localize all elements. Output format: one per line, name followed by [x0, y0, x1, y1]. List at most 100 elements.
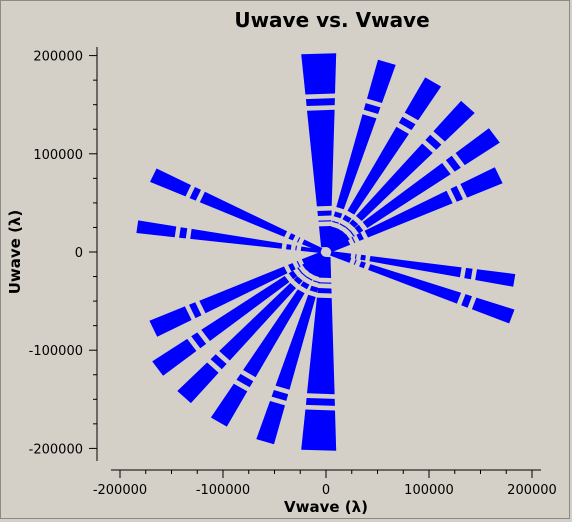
uv-spoke-segment	[332, 220, 339, 224]
uv-spoke-segment	[318, 220, 332, 222]
uv-spoke-segment	[398, 116, 416, 131]
x-tick-label: -200000	[93, 483, 147, 498]
x-tick-label: 100000	[404, 483, 454, 498]
y-tick-label: 200000	[33, 50, 83, 65]
uv-spoke-segment	[433, 100, 475, 142]
uv-spoke-segment	[243, 289, 305, 378]
y-ticks: 200000 100000 0 -100000 -200000	[29, 50, 97, 457]
uv-spoke-segment	[256, 401, 285, 445]
x-tick-label: -100000	[196, 483, 250, 498]
uv-spoke-segment	[445, 155, 461, 172]
uv-spoke-segment	[136, 220, 177, 238]
uv-spoke-segment	[190, 228, 283, 249]
uv-points	[136, 53, 516, 451]
uv-spoke-segment	[356, 143, 433, 221]
uv-spoke-segment	[425, 134, 442, 150]
uv-spoke-segment	[305, 98, 335, 106]
uv-spoke-segment	[189, 187, 201, 201]
uv-spoke-segment	[301, 251, 323, 265]
uv-spoke-segment	[296, 237, 301, 243]
y-axis-label: Uwave (λ)	[6, 210, 24, 295]
uv-spoke-segment	[293, 276, 303, 285]
uv-spoke-segment	[275, 294, 316, 390]
uv-spoke-segment	[359, 261, 366, 269]
uv-spoke-segment	[349, 230, 355, 237]
uv-spoke-segment	[318, 282, 332, 284]
uv-spoke-segment	[330, 251, 352, 258]
uv-spoke-segment	[354, 254, 357, 259]
uv-spoke-segment	[271, 390, 289, 401]
uv-spoke-segment	[309, 285, 319, 293]
uv-spoke-segment	[219, 283, 296, 361]
uv-spoke-segment	[150, 168, 191, 197]
uv-spoke-segment	[364, 190, 453, 238]
uv-spoke-segment	[236, 373, 254, 388]
uv-spoke-segment	[149, 306, 192, 337]
uv-spoke-segment	[317, 288, 332, 294]
x-tick-label: 0	[322, 483, 330, 498]
uv-spoke-segment	[330, 251, 352, 263]
uv-spoke-segment	[307, 109, 335, 207]
x-tick-label: 200000	[507, 483, 557, 498]
uv-spoke-segment	[464, 267, 473, 280]
uv-spoke-segment	[288, 270, 298, 280]
uv-spoke-segment	[329, 239, 351, 253]
uv-spoke-segment	[347, 126, 409, 215]
uv-spoke-segment	[210, 383, 248, 427]
x-ticks: -200000 -100000 0 100000 200000	[93, 470, 557, 498]
uv-spoke-segment	[191, 332, 207, 349]
uv-spoke-segment	[300, 272, 307, 278]
y-tick-label: 100000	[33, 148, 83, 163]
uv-spoke-segment	[307, 297, 335, 395]
uv-spoke-segment	[295, 245, 297, 251]
uv-spoke-segment	[475, 269, 516, 287]
uv-spoke-segment	[360, 254, 366, 261]
uv-spoke-segment	[313, 280, 320, 284]
uv-spoke-segment	[339, 223, 346, 228]
uv-spoke-segment	[296, 261, 301, 268]
uv-spoke-segment	[369, 256, 462, 278]
uv-spoke-segment	[301, 409, 337, 451]
uv-spoke-segment	[450, 185, 463, 202]
x-axis-label: Vwave (λ)	[284, 498, 368, 516]
uv-spoke-segment	[336, 114, 377, 210]
uv-spoke-segment	[179, 227, 188, 239]
uv-spoke-segment	[404, 77, 442, 121]
uv-spoke-segment	[368, 264, 462, 304]
uv-spoke-segment	[354, 224, 364, 234]
uv-spoke-segment	[345, 226, 352, 232]
uv-spoke-segment	[333, 211, 343, 219]
uv-spoke-segment	[305, 398, 335, 406]
uv-spoke-segment	[363, 103, 381, 114]
y-tick-label: 0	[75, 246, 83, 261]
uv-spoke-segment	[315, 256, 327, 278]
uv-spoke-segment	[349, 219, 359, 228]
y-tick-label: -200000	[29, 442, 83, 457]
uv-spoke-segment	[201, 276, 290, 341]
uv-spoke-segment	[302, 239, 323, 252]
uv-spoke-segment	[317, 210, 332, 216]
uv-spoke-segment	[460, 167, 503, 198]
y-tick-label: -100000	[29, 344, 83, 359]
uv-spoke-segment	[471, 297, 515, 324]
uv-spoke-segment	[306, 276, 313, 281]
uv-spoke-segment	[210, 354, 227, 370]
uv-spoke-segment	[199, 191, 288, 237]
uv-spoke-segment	[356, 232, 364, 241]
uv-spoke-segment	[288, 263, 296, 272]
uv-spoke-segment	[199, 266, 288, 314]
uv-spoke-segment	[351, 236, 356, 243]
uv-spoke-segment	[177, 362, 219, 404]
uv-spoke-segment	[189, 302, 202, 319]
uv-spoke-segment	[325, 226, 337, 248]
uv-spoke-segment	[301, 53, 337, 95]
uv-spoke-segment	[461, 294, 472, 308]
uv-spoke-segment	[455, 128, 500, 166]
uv-spoke-segment	[288, 233, 296, 241]
uv-spoke-segment	[300, 246, 322, 253]
uv-spoke-segment	[367, 59, 396, 103]
uv-spoke-segment	[300, 281, 310, 290]
axes: 200000 100000 0 -100000 -200000 -200000 -1000…	[29, 47, 557, 498]
